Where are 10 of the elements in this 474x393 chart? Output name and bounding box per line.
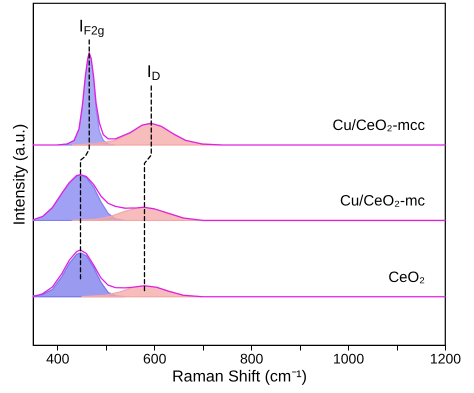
series-label: CeO₂ (388, 268, 426, 286)
x-tick-label: 400 (46, 350, 70, 366)
x-tick-label: 1000 (332, 350, 364, 366)
series-label: Cu/CeO₂-mcc (332, 116, 426, 134)
x-axis-title: Raman Shift (cm⁻¹) (172, 368, 307, 386)
x-tick-label: 800 (240, 350, 264, 366)
x-tick-label: 600 (142, 350, 167, 366)
y-axis-title: Intensity (a.u.) (12, 124, 28, 226)
series-label: Cu/CeO₂-mc (340, 192, 426, 210)
x-tick-label: 1200 (430, 350, 462, 366)
